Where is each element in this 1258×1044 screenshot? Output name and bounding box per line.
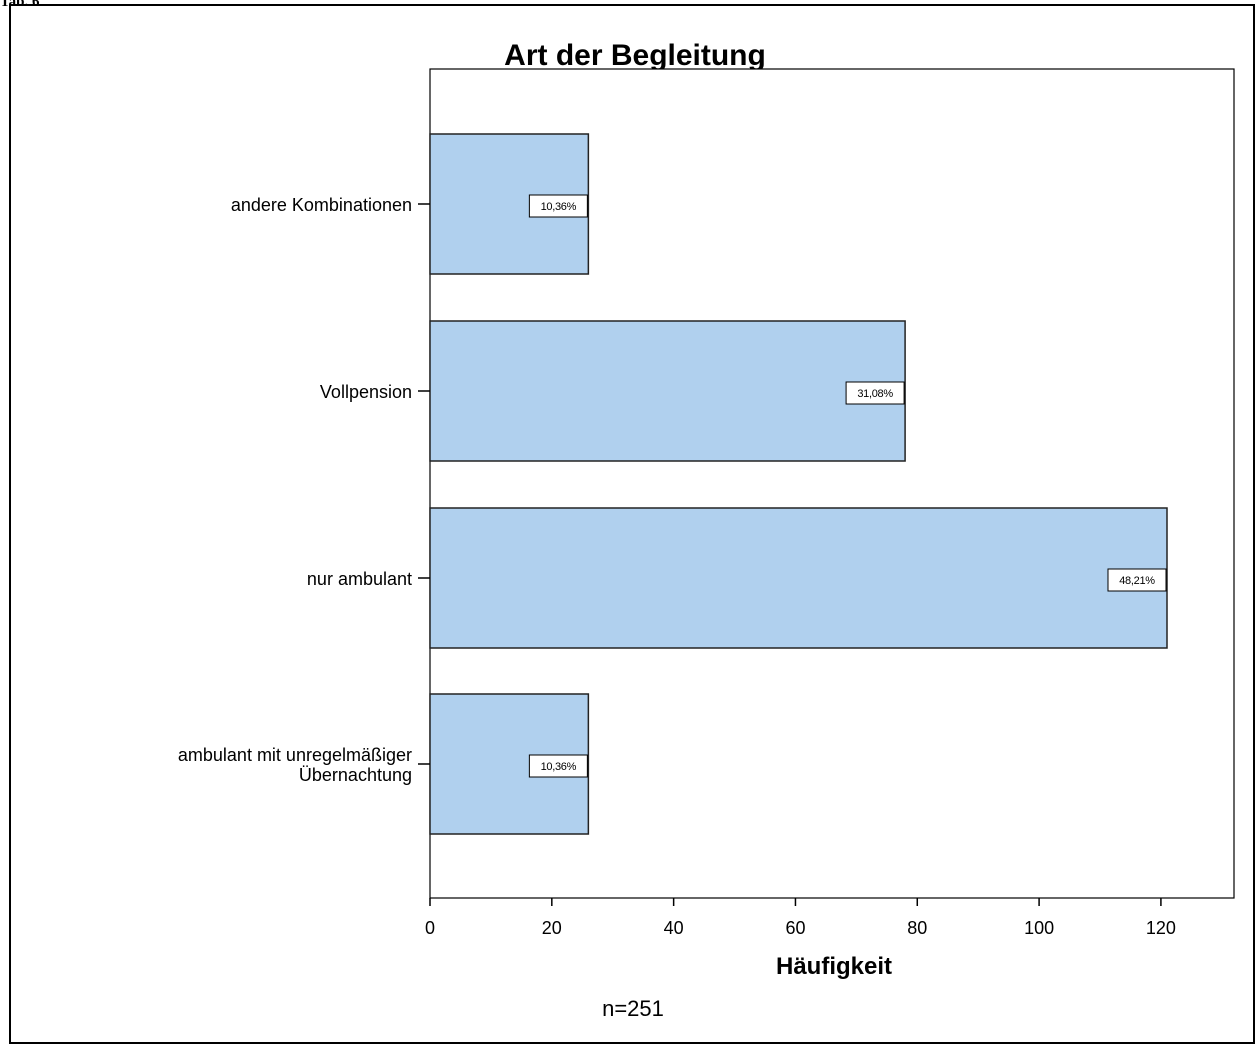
- data-label: 10,36%: [541, 761, 577, 773]
- x-tick-label: 40: [664, 918, 684, 938]
- x-axis-label: Häufigkeit: [776, 953, 892, 980]
- category-label: andere Kombinationen: [231, 195, 412, 215]
- x-axis: 0 20 40 60 80 100 120: [425, 898, 1176, 938]
- bar: [429, 320, 906, 462]
- category-label: Vollpension: [320, 382, 412, 402]
- category-axis: andere Kombinationen Vollpension nur ambul…: [178, 195, 430, 785]
- data-label-box: [528, 754, 588, 778]
- category-label: nur ambulant: [307, 569, 412, 589]
- bar: [429, 507, 1168, 649]
- x-tick-label: 100: [1024, 918, 1054, 938]
- category-label-line: Übernachtung: [299, 765, 412, 785]
- sample-size-note: n=251: [602, 996, 664, 1021]
- category-label-line: ambulant mit unregelmäßiger: [178, 745, 412, 765]
- bars-group: 10,36% 31,08% 48,21% 10,36%: [429, 133, 1168, 835]
- data-label: 48,21%: [1119, 575, 1155, 587]
- data-label-box: [528, 194, 588, 218]
- data-label: 31,08%: [857, 388, 893, 400]
- x-tick-label: 80: [907, 918, 927, 938]
- data-label-box: [1107, 568, 1167, 592]
- category-label-line: Vollpension: [320, 382, 412, 402]
- x-tick-label: 20: [542, 918, 562, 938]
- category-label-line: andere Kombinationen: [231, 195, 412, 215]
- chart-title: Art der Begleitung: [504, 39, 766, 72]
- x-tick-label: 0: [425, 918, 435, 938]
- x-tick-label: 60: [785, 918, 805, 938]
- category-label-line: nur ambulant: [307, 569, 412, 589]
- category-label: ambulant mit unregelmäßiger Übernachtung: [178, 745, 412, 785]
- x-tick-label: 120: [1146, 918, 1176, 938]
- data-label: 10,36%: [541, 201, 577, 213]
- data-label-box: [845, 381, 905, 405]
